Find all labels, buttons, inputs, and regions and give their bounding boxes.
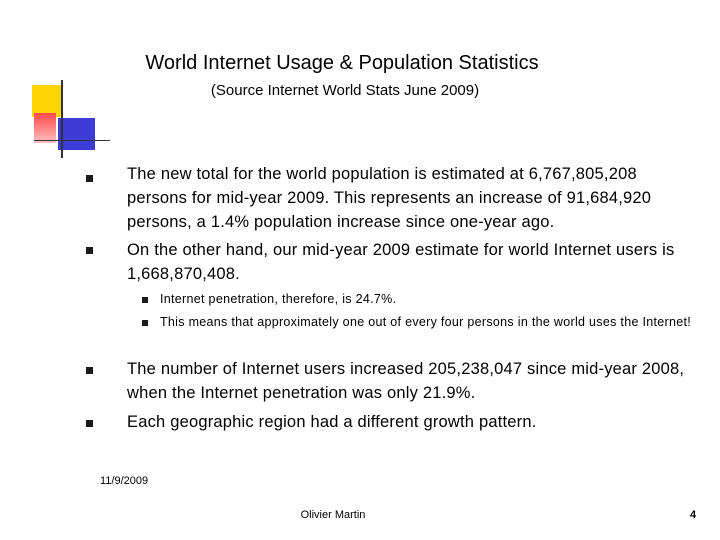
deco-red: [34, 113, 56, 143]
sub-bullet-text: Internet penetration, therefore, is 24.7…: [160, 292, 397, 306]
footer-author: Olivier Martin: [300, 509, 366, 521]
bullet-text: Each geographic region had a different g…: [127, 413, 537, 431]
bullet: [86, 367, 93, 374]
deco-blue: [58, 118, 95, 150]
deco-line: [61, 80, 63, 158]
sub-bullet: [142, 297, 148, 303]
sub-bullet-text: This means that approximately one out of…: [160, 315, 692, 329]
footer-date: 11/9/2009: [100, 475, 149, 487]
bullet: [86, 247, 93, 254]
bullet-text: The new total for the world population i…: [127, 165, 652, 231]
bullet-text: The number of Internet users increased 2…: [127, 360, 685, 402]
sub-bullet: [142, 320, 148, 326]
deco-line: [34, 140, 110, 141]
slide-subtitle: (Source Internet World Stats June 2009): [210, 82, 480, 99]
bullet: [86, 175, 93, 182]
bullet-text: On the other hand, our mid-year 2009 est…: [127, 241, 675, 283]
slide-title: World Internet Usage & Population Statis…: [145, 52, 539, 74]
bullet: [86, 420, 93, 427]
page-number: 4: [690, 509, 697, 521]
deco-yellow: [32, 85, 62, 117]
